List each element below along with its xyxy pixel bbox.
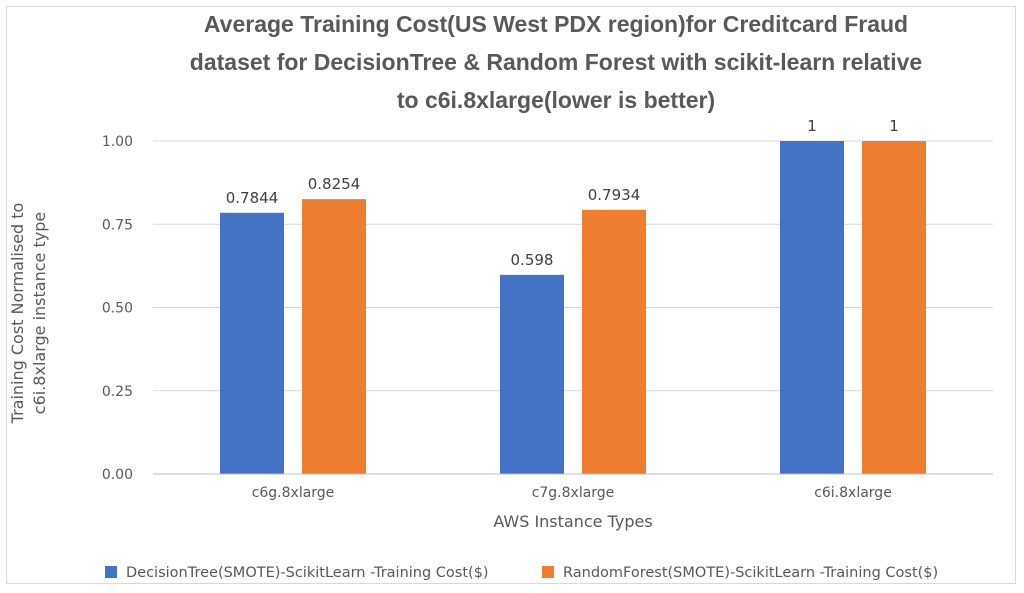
bars: [220, 141, 926, 475]
legend-label-randomforest: RandomForest(SMOTE)-ScikitLearn -Trainin…: [563, 565, 938, 581]
data-label: 0.7934: [588, 186, 641, 204]
data-label: 1: [807, 117, 817, 135]
bar-randomforest-c6i.8xlarge: [862, 141, 926, 474]
x-tick-label: c7g.8xlarge: [532, 485, 615, 501]
bar-randomforest-c7g.8xlarge: [582, 209, 646, 475]
x-tick-label: c6g.8xlarge: [252, 485, 335, 501]
y-tick-label: 1.00: [102, 134, 133, 150]
chart-title: Average Training Cost(US West PDX region…: [190, 11, 922, 113]
bar-decisiontree-c7g.8xlarge: [500, 274, 564, 474]
legend-swatch-randomforest: [542, 566, 554, 578]
x-tick-label: c6i.8xlarge: [814, 485, 892, 501]
bar-decisiontree-c6g.8xlarge: [220, 212, 284, 474]
y-axis-title-line-2: c6i.8xlarge instance type: [30, 212, 49, 414]
chart-title-line-1: Average Training Cost(US West PDX region…: [204, 11, 908, 37]
y-axis-title: Training Cost Normalised to c6i.8xlarge …: [8, 203, 49, 425]
data-label: 0.598: [511, 251, 554, 269]
legend: DecisionTree(SMOTE)-ScikitLearn -Trainin…: [105, 565, 938, 581]
y-tick-label: 0.25: [102, 384, 133, 400]
bar-decisiontree-c6i.8xlarge: [780, 141, 844, 474]
x-axis-ticks: c6g.8xlarge c7g.8xlarge c6i.8xlarge: [252, 485, 892, 501]
gridlines: [153, 140, 993, 392]
legend-label-decisiontree: DecisionTree(SMOTE)-ScikitLearn -Trainin…: [126, 565, 489, 581]
data-labels: 0.7844 0.8254 0.598 0.7934 1 1: [226, 117, 899, 269]
data-label: 0.7844: [226, 189, 279, 207]
data-label: 1: [889, 117, 899, 135]
bar-randomforest-c6g.8xlarge: [302, 199, 366, 475]
x-axis-title: AWS Instance Types: [493, 512, 652, 531]
y-tick-label: 0.50: [102, 301, 133, 317]
y-axis-ticks: 0.00 0.25 0.50 0.75 1.00: [102, 134, 133, 483]
y-tick-label: 0.75: [102, 217, 133, 233]
y-tick-label: 0.00: [102, 467, 133, 483]
data-label: 0.8254: [308, 175, 361, 193]
chart-title-line-3: to c6i.8xlarge(lower is better): [397, 87, 715, 113]
legend-swatch-decisiontree: [105, 566, 117, 578]
y-axis-title-line-1: Training Cost Normalised to: [8, 203, 27, 425]
chart-title-line-2: dataset for DecisionTree & Random Forest…: [190, 49, 922, 75]
